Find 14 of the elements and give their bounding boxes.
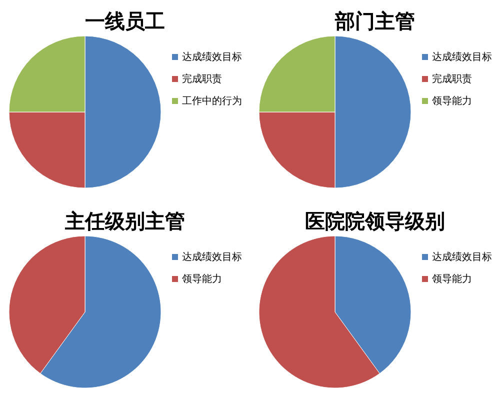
legend-label: 达成绩效目标	[182, 51, 242, 63]
legend-label: 领导能力	[432, 95, 472, 107]
legend-label: 完成职责	[432, 73, 472, 85]
legend-label: 工作中的行为	[182, 95, 242, 107]
legend-label: 领导能力	[432, 273, 472, 285]
legend-label: 达成绩效目标	[432, 51, 492, 63]
chart-title: 部门主管	[334, 9, 415, 33]
chart-title: 医院院领导级别	[305, 209, 445, 233]
chart-title: 主任级别主管	[64, 209, 185, 233]
legend-label: 达成绩效目标	[432, 251, 492, 263]
chart-title: 一线员工	[85, 9, 165, 33]
legend-label: 完成职责	[182, 73, 222, 85]
legend-label: 领导能力	[182, 273, 222, 285]
legend-label: 达成绩效目标	[182, 251, 242, 263]
